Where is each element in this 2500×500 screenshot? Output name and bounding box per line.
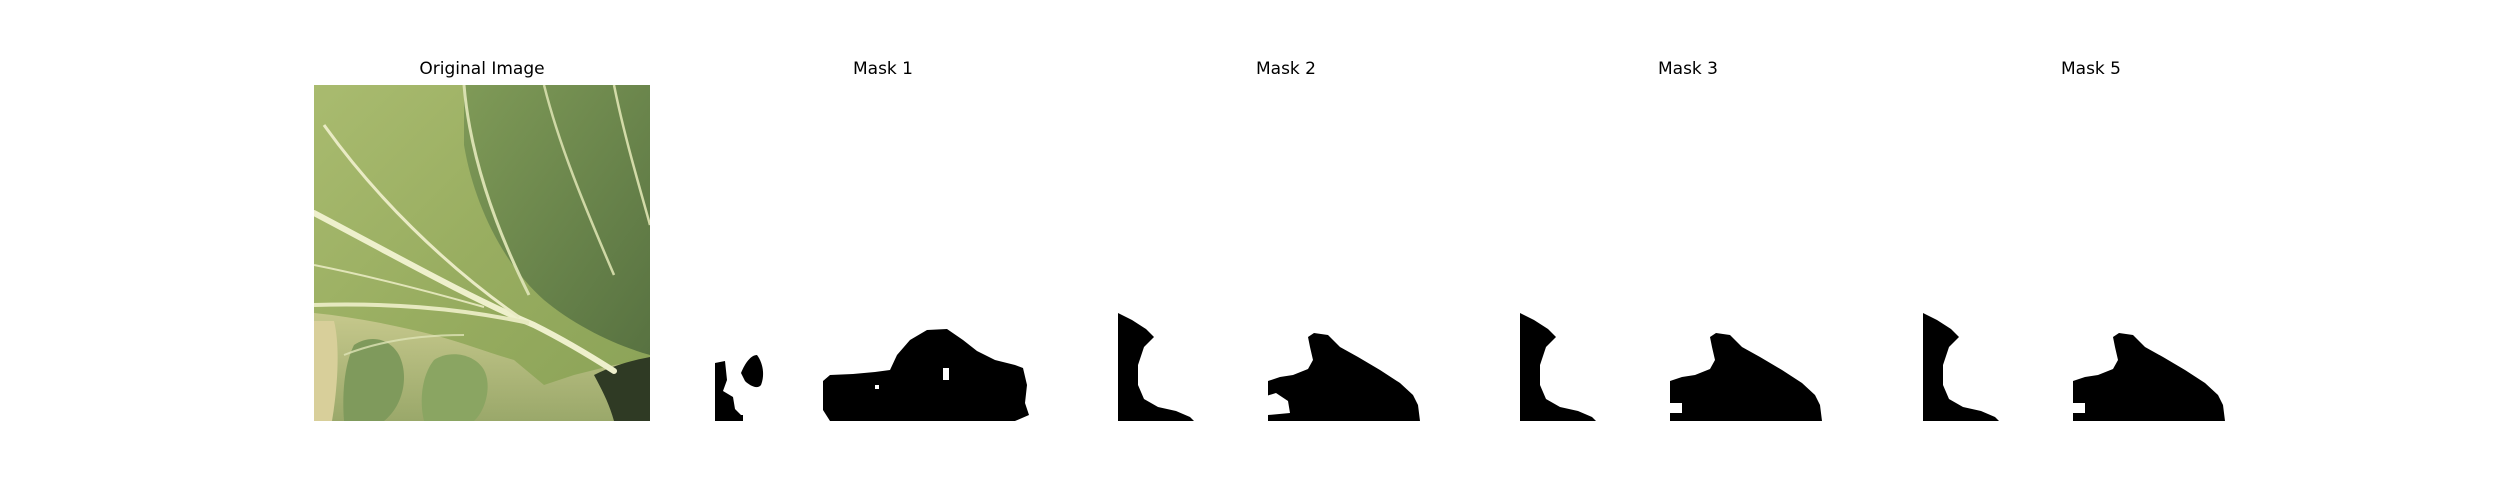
panel-mask-2: Mask 2 — [1118, 0, 1454, 430]
panel-title: Original Image — [419, 59, 545, 79]
panel-mask-5: Mask 5 — [1923, 0, 2259, 430]
panel-mask-3: Mask 3 — [1520, 0, 1856, 430]
panel-title: Mask 1 — [852, 59, 913, 79]
panel-title: Mask 5 — [2060, 59, 2121, 79]
panel-mask-1: Mask 1 — [715, 0, 1051, 430]
mask-image — [1118, 85, 1454, 421]
mask-image — [1923, 85, 2259, 421]
leaf-photo-icon — [314, 85, 650, 421]
panel-title: Mask 2 — [1255, 59, 1316, 79]
mask-1-shape — [715, 85, 1051, 421]
mask-image — [715, 85, 1051, 421]
mask-3-shape — [1520, 85, 1856, 421]
panel-title: Mask 3 — [1657, 59, 1718, 79]
mask-image — [1520, 85, 1856, 421]
panel-original-image: Original Image — [314, 0, 650, 430]
mask-5-shape — [1923, 85, 2259, 421]
original-image — [314, 85, 650, 421]
mask-2-shape — [1118, 85, 1454, 421]
